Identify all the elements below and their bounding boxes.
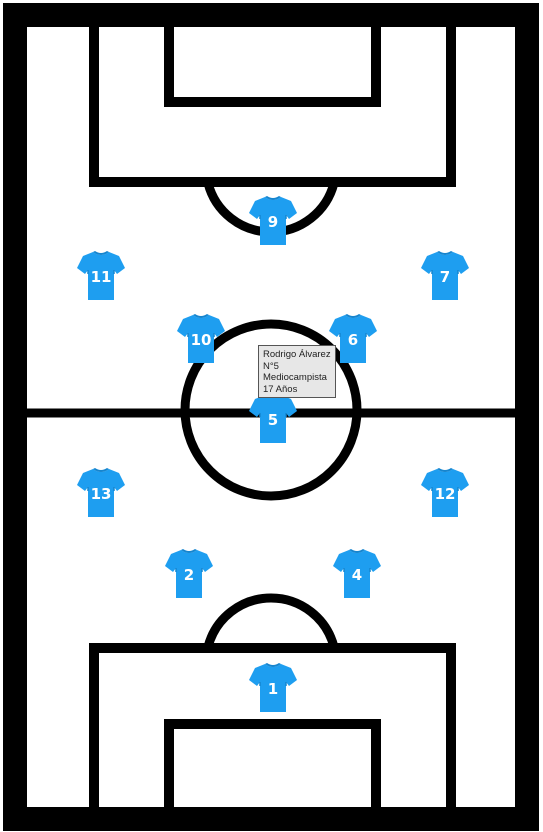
shirt-icon xyxy=(77,251,125,300)
shirt-icon xyxy=(165,549,213,598)
player-jersey[interactable]: 1 xyxy=(249,662,297,714)
top-goal-area xyxy=(164,15,381,107)
shirt-icon xyxy=(249,394,297,443)
player-jersey[interactable]: 4 xyxy=(333,548,381,600)
tooltip-player-position: Mediocampista xyxy=(263,372,327,383)
player-jersey[interactable]: 5 xyxy=(249,393,297,445)
player-tooltip: Rodrigo Álvarez N°5 Mediocampista 17 Año… xyxy=(258,345,336,398)
player-jersey[interactable]: 11 xyxy=(77,250,125,302)
bottom-goal-area xyxy=(164,719,381,818)
shirt-icon xyxy=(421,468,469,517)
player-jersey[interactable]: 6 xyxy=(329,313,377,365)
shirt-icon xyxy=(177,314,225,363)
tooltip-player-number: N°5 xyxy=(263,360,279,372)
player-jersey[interactable]: 9 xyxy=(249,195,297,247)
center-circle xyxy=(180,319,362,501)
player-jersey[interactable]: 7 xyxy=(421,250,469,302)
shirt-icon xyxy=(249,196,297,245)
tooltip-player-age: 17 Años xyxy=(263,383,298,395)
shirt-icon xyxy=(421,251,469,300)
shirt-icon xyxy=(333,549,381,598)
bottom-penalty-arc xyxy=(203,593,339,649)
shirt-icon xyxy=(329,314,377,363)
player-jersey[interactable]: 10 xyxy=(177,313,225,365)
shirt-icon xyxy=(249,663,297,712)
shirt-icon xyxy=(77,468,125,517)
player-jersey[interactable]: 12 xyxy=(421,467,469,519)
player-jersey[interactable]: 13 xyxy=(77,467,125,519)
player-jersey[interactable]: 2 xyxy=(165,548,213,600)
tooltip-player-name: Rodrigo Álvarez xyxy=(263,349,331,360)
